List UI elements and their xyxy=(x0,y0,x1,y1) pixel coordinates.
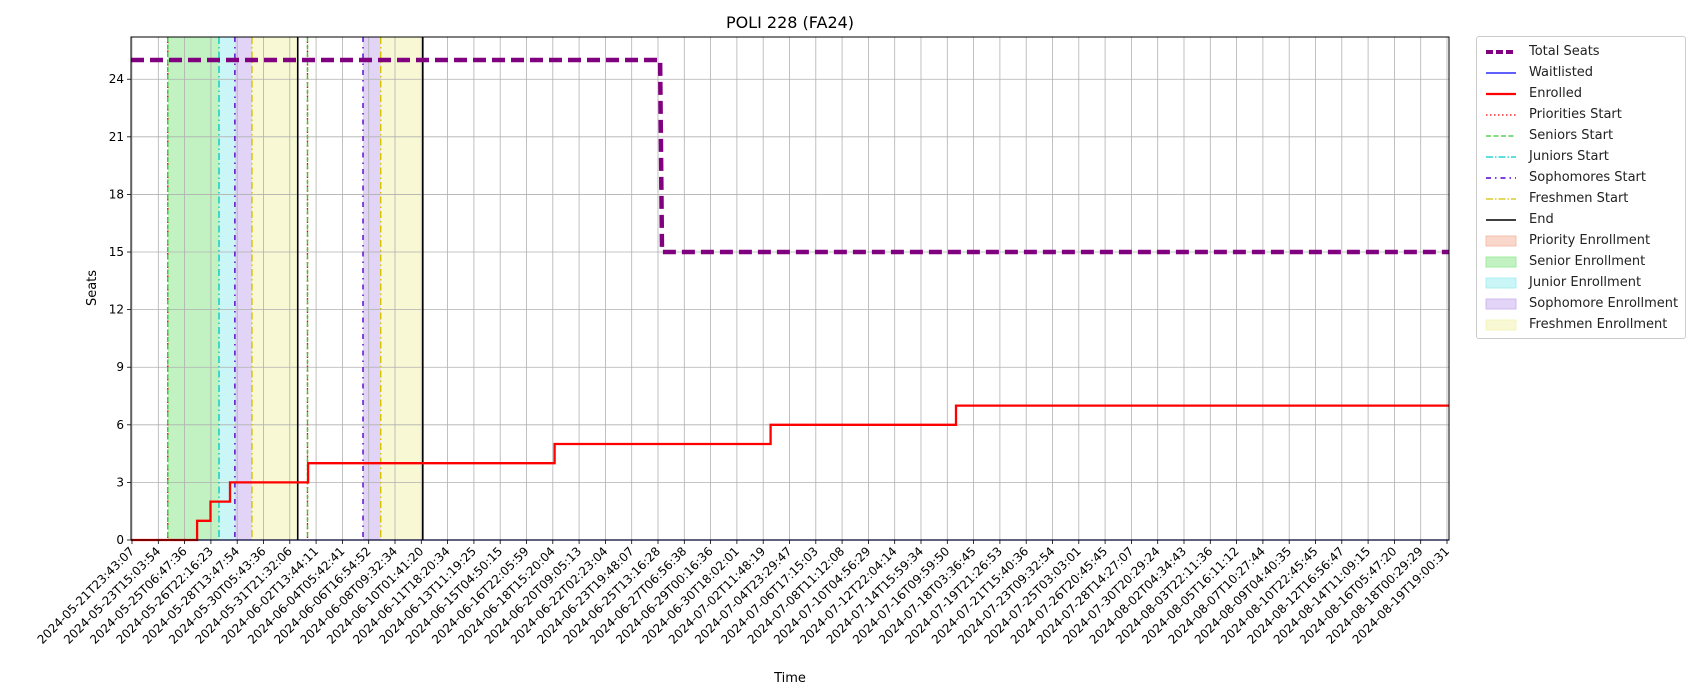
legend-item: Junior Enrollment xyxy=(1483,272,1679,293)
series-total-seats xyxy=(131,57,1449,255)
legend-label: Seniors Start xyxy=(1529,128,1614,143)
legend-item: Juniors Start xyxy=(1483,146,1679,167)
legend-swatch xyxy=(1485,277,1517,288)
y-axis-ticks: 0 3 6 9 12 15 18 21 24 xyxy=(109,72,131,547)
span-senior-enrollment-0 xyxy=(167,37,220,540)
legend-label: Priorities Start xyxy=(1529,107,1622,122)
legend-item: Sophomores Start xyxy=(1483,167,1679,188)
legend-swatch xyxy=(1486,92,1516,95)
legend-label: Enrolled xyxy=(1529,86,1582,101)
legend-label: Junior Enrollment xyxy=(1529,275,1642,290)
legend-swatch xyxy=(1486,134,1516,137)
legend-swatch xyxy=(1486,155,1516,158)
legend-label: Sophomores Start xyxy=(1529,170,1646,185)
y-tick-label: 6 xyxy=(116,418,124,432)
legend-swatch xyxy=(1486,197,1516,200)
legend-item: Seniors Start xyxy=(1483,125,1679,146)
y-tick-label: 3 xyxy=(116,475,124,489)
legend-item: Priority Enrollment xyxy=(1483,230,1679,251)
legend-label: Juniors Start xyxy=(1529,149,1609,164)
y-tick-label: 9 xyxy=(116,360,124,374)
span-junior-enrollment-0 xyxy=(219,37,235,540)
legend-item: End xyxy=(1483,209,1679,230)
legend-label: Waitlisted xyxy=(1529,65,1594,80)
legend-item: Senior Enrollment xyxy=(1483,251,1679,272)
legend-label: Priority Enrollment xyxy=(1529,233,1651,248)
series-enrolled xyxy=(131,404,1449,542)
legend-swatch xyxy=(1486,218,1516,221)
span-freshmen-enrollment-0 xyxy=(251,37,298,540)
x-axis-ticks: 2024-05-21T23:43:072024-05-23T15:03:5420… xyxy=(35,540,1452,647)
legend-item: Enrolled xyxy=(1483,83,1679,104)
y-tick-label: 24 xyxy=(109,72,124,86)
legend-label: Freshmen Enrollment xyxy=(1529,317,1668,332)
y-tick-label: 15 xyxy=(109,245,124,259)
legend-label: Sophomore Enrollment xyxy=(1529,296,1679,311)
legend-label: End xyxy=(1529,212,1554,227)
phase-lines xyxy=(167,37,424,540)
legend-swatch xyxy=(1485,235,1517,246)
x-axis-label: Time xyxy=(773,671,806,686)
legend-swatch xyxy=(1486,49,1516,54)
span-freshmen-enrollment-1 xyxy=(380,37,423,540)
enrollment-spans xyxy=(167,37,423,540)
y-tick-label: 12 xyxy=(109,303,124,317)
grid-lines xyxy=(131,37,1449,541)
y-tick-label: 21 xyxy=(109,130,124,144)
span-sophomore-enrollment-1 xyxy=(363,37,381,540)
legend-label: Freshmen Start xyxy=(1529,191,1629,206)
legend-swatch xyxy=(1486,176,1516,179)
legend-item: Freshmen Enrollment xyxy=(1483,314,1679,335)
legend-item: Waitlisted xyxy=(1483,62,1679,83)
legend-swatch xyxy=(1485,298,1517,309)
legend-item: Freshmen Start xyxy=(1483,188,1679,209)
legend-label: Senior Enrollment xyxy=(1529,254,1646,269)
y-tick-label: 0 xyxy=(116,533,124,547)
series-lines xyxy=(131,57,1449,542)
legend-item: Priorities Start xyxy=(1483,104,1679,125)
chart-title: POLI 228 (FA24) xyxy=(726,13,854,32)
legend-swatch xyxy=(1485,319,1517,330)
legend-item: Total Seats xyxy=(1483,41,1679,62)
legend-swatch xyxy=(1486,113,1516,116)
legend-label: Total Seats xyxy=(1529,44,1600,59)
legend-swatch xyxy=(1485,256,1517,267)
y-axis-label: Seats xyxy=(85,270,100,306)
plot-frame xyxy=(130,36,1450,541)
y-tick-label: 18 xyxy=(109,187,124,201)
legend-swatch xyxy=(1486,71,1516,74)
span-sophomore-enrollment-0 xyxy=(234,37,252,540)
legend-item: Sophomore Enrollment xyxy=(1483,293,1679,314)
chart-legend: Total Seats Waitlisted Enrolled Priorities … xyxy=(1476,36,1686,339)
